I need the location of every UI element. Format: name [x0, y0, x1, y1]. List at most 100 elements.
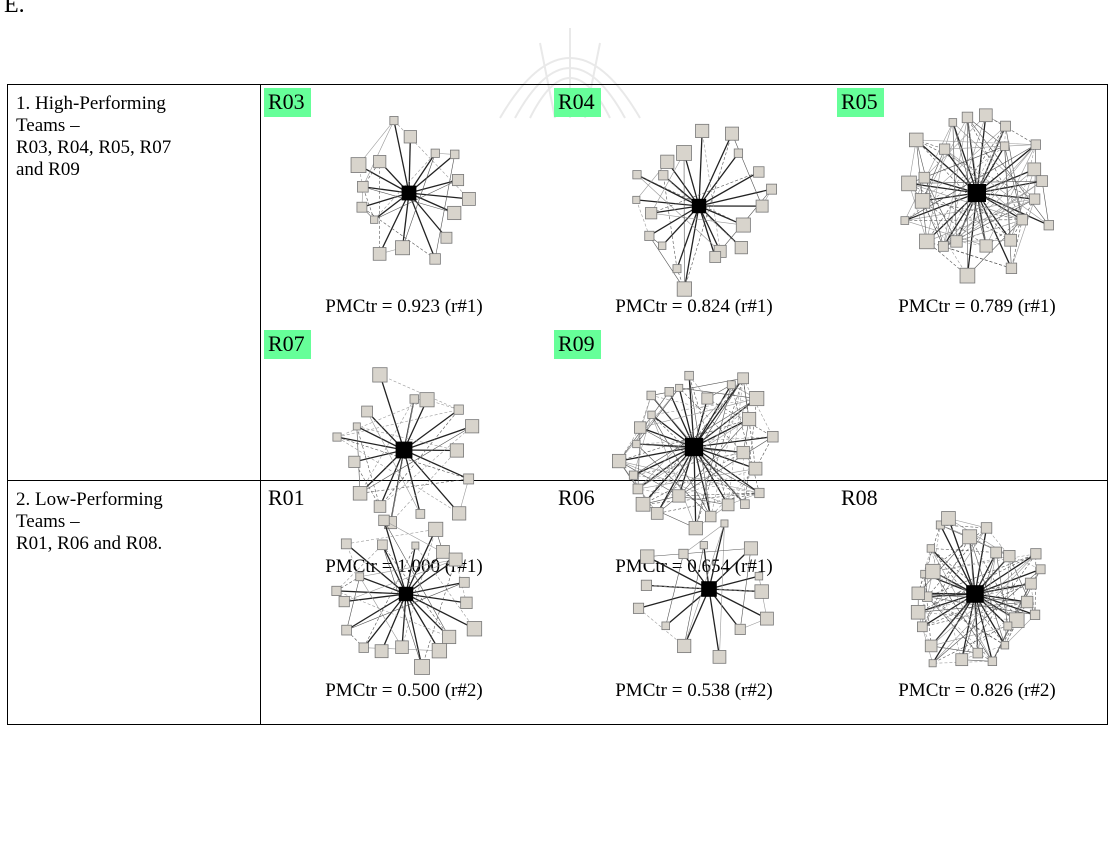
network-node	[924, 639, 938, 653]
network-edge	[646, 584, 709, 590]
network-edge	[336, 544, 383, 592]
network-edge	[650, 171, 759, 214]
network-edge	[969, 536, 1017, 621]
network-node	[678, 548, 689, 559]
label-line: 1. High-Performing	[16, 93, 166, 114]
pmctr-value: PMCtr = 0.538 (r#2)	[615, 680, 773, 701]
network-node	[999, 141, 1010, 151]
graphs-cell-low: R01 PMCtr = 0.500 (r#2) R06 PMCtr = 0.53…	[259, 480, 1108, 725]
network-edge	[405, 593, 467, 604]
network-edge	[650, 152, 685, 214]
network-edge	[633, 398, 757, 476]
network-edge	[647, 548, 751, 557]
network-node	[677, 638, 692, 654]
network-node	[748, 461, 763, 476]
network-edge	[952, 122, 957, 242]
network-node	[733, 148, 743, 158]
network-node	[672, 264, 682, 274]
network-edge	[346, 576, 360, 631]
network-edge	[931, 645, 978, 654]
network-node	[632, 439, 641, 449]
network-edge	[405, 558, 456, 595]
network-node	[759, 611, 774, 626]
network-edge	[932, 553, 1037, 664]
label-line: R03, R04, R05, R07	[16, 137, 172, 158]
network-node	[766, 183, 777, 195]
network-node	[1029, 193, 1041, 205]
hub-node	[701, 581, 717, 597]
network-edge	[926, 125, 1006, 242]
network-node	[735, 217, 751, 233]
network-node	[742, 412, 757, 427]
network-node	[370, 215, 379, 224]
network-edge	[693, 377, 744, 448]
network-node	[914, 193, 931, 209]
network-edge	[1041, 181, 1050, 226]
network-node	[340, 538, 352, 550]
network-edge	[637, 378, 744, 490]
network-node	[657, 241, 667, 250]
network-edge	[940, 524, 1041, 570]
network-edge	[908, 180, 1043, 184]
network-edge	[719, 523, 725, 657]
network-edge	[917, 536, 970, 594]
panel-tag: R07	[263, 330, 311, 359]
network-edge	[635, 199, 650, 236]
network-node	[743, 541, 758, 556]
network-edge	[701, 130, 721, 252]
network-edge	[956, 180, 1043, 242]
network-edge	[636, 436, 773, 445]
network-edge	[649, 235, 685, 290]
network-node	[987, 656, 998, 666]
network-edge	[915, 139, 1011, 241]
network-edge	[926, 149, 945, 242]
network-edge	[383, 520, 450, 638]
network-node	[429, 253, 441, 265]
network-edge	[401, 529, 436, 648]
network-node	[1030, 139, 1041, 150]
network-edge	[345, 543, 407, 595]
network-edge	[408, 192, 436, 260]
network-edge	[648, 205, 700, 237]
network-edge	[698, 130, 703, 207]
network-edge	[421, 559, 456, 668]
network-edge	[345, 543, 360, 577]
network-node	[331, 585, 342, 596]
network-node	[377, 539, 388, 551]
network-edge	[976, 180, 1043, 194]
network-edge	[698, 205, 716, 258]
hub-node	[966, 585, 984, 603]
network-graph	[632, 519, 774, 664]
network-edge	[708, 523, 726, 590]
network-edge	[405, 581, 465, 595]
label-line: Teams –	[16, 511, 80, 532]
network-node	[458, 576, 470, 588]
network-node	[1030, 548, 1042, 560]
network-edge	[922, 117, 968, 202]
network-node	[449, 149, 460, 160]
network-node	[1029, 609, 1041, 620]
network-edge	[379, 374, 459, 410]
hub-node	[684, 437, 704, 457]
label-line: Teams –	[16, 115, 80, 136]
network-node	[465, 419, 480, 434]
table-row: 1. High-Performing Teams – R03, R04, R05…	[7, 84, 1108, 577]
network-edge	[918, 601, 1028, 613]
network-node	[428, 521, 444, 537]
network-edge	[663, 175, 742, 248]
network-edge	[748, 419, 756, 469]
network-node	[726, 380, 736, 390]
network-node	[361, 405, 373, 418]
network-node	[753, 166, 765, 178]
network-edge	[403, 409, 460, 451]
network-edge	[961, 593, 976, 660]
network-node	[352, 422, 361, 431]
network-edge	[922, 536, 970, 627]
network-edge	[922, 125, 1006, 202]
network-node	[448, 552, 463, 567]
network-node	[1020, 595, 1034, 609]
network-node	[916, 621, 928, 633]
network-node	[754, 584, 769, 599]
network-edge	[344, 559, 456, 602]
network-edge	[415, 545, 475, 629]
